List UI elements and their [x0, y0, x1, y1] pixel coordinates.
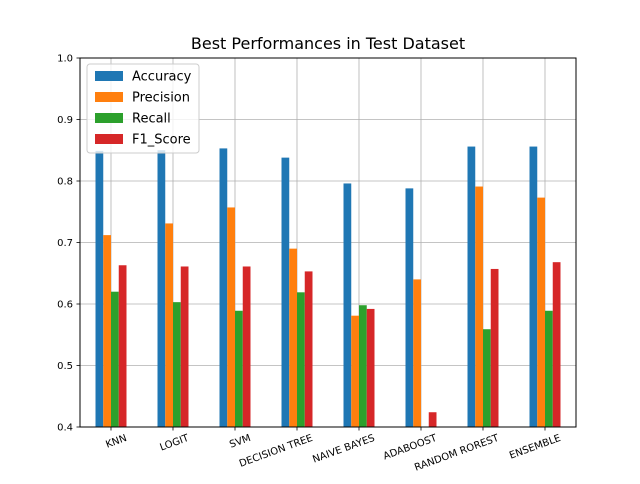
bar-recall-naive-bayes [359, 305, 367, 427]
legend: Accuracy Precision Recall F1_Score [86, 63, 200, 154]
bar-f1-score-knn [118, 265, 127, 427]
bar-precision-ensemble [537, 197, 545, 427]
bar-accuracy-naive-bayes [343, 183, 352, 427]
bar-precision-random-rorest [475, 186, 483, 427]
legend-box [86, 63, 200, 154]
y-tick-label: 0.8 [57, 177, 73, 188]
legend-swatch [95, 71, 123, 81]
bars [95, 146, 561, 428]
chart-title: Best Performances in Test Dataset [191, 34, 465, 53]
legend-label: Accuracy [132, 70, 192, 85]
bar-precision-adaboost [413, 279, 421, 427]
y-tick-label: 0.4 [57, 423, 73, 434]
bar-precision-decision-tree [289, 248, 297, 427]
legend-swatch [95, 113, 123, 123]
bar-recall-svm [235, 310, 243, 427]
bar-f1-score-adaboost [428, 412, 437, 427]
y-tick-label: 0.7 [57, 238, 73, 249]
bar-f1-score-logit [180, 266, 189, 427]
bar-accuracy-svm [219, 148, 228, 427]
legend-label: Precision [132, 91, 190, 106]
legend-label: Recall [132, 112, 171, 127]
bar-f1-score-ensemble [552, 262, 561, 427]
bar-recall-ensemble [545, 310, 553, 427]
bar-f1-score-decision-tree [304, 271, 313, 427]
y-tick-label: 1.0 [57, 54, 73, 65]
bar-f1-score-naive-bayes [366, 308, 375, 427]
legend-swatch [95, 92, 123, 102]
bar-f1-score-random-rorest [490, 268, 499, 427]
bar-accuracy-random-rorest [467, 146, 476, 427]
y-axis: 0.4 0.5 0.6 0.7 0.8 0.9 1.0 [57, 54, 80, 434]
bar-f1-score-svm [242, 266, 251, 427]
bar-accuracy-adaboost [405, 188, 414, 427]
y-tick-label: 0.5 [57, 361, 73, 372]
y-tick-label: 0.9 [57, 115, 73, 126]
bar-accuracy-ensemble [529, 146, 538, 427]
bar-precision-naive-bayes [351, 315, 359, 427]
legend-label: F1_Score [132, 133, 191, 148]
bar-accuracy-logit [157, 150, 166, 427]
bar-precision-knn [103, 235, 111, 427]
bar-recall-random-rorest [483, 329, 491, 427]
bar-precision-logit [165, 223, 173, 427]
bar-recall-logit [173, 302, 181, 427]
y-tick-label: 0.6 [57, 300, 73, 311]
bar-recall-decision-tree [297, 292, 305, 427]
bar-accuracy-knn [95, 150, 104, 428]
bar-recall-knn [111, 291, 119, 427]
bar-accuracy-decision-tree [281, 157, 290, 427]
legend-swatch [95, 134, 123, 144]
bar-precision-svm [227, 207, 235, 427]
